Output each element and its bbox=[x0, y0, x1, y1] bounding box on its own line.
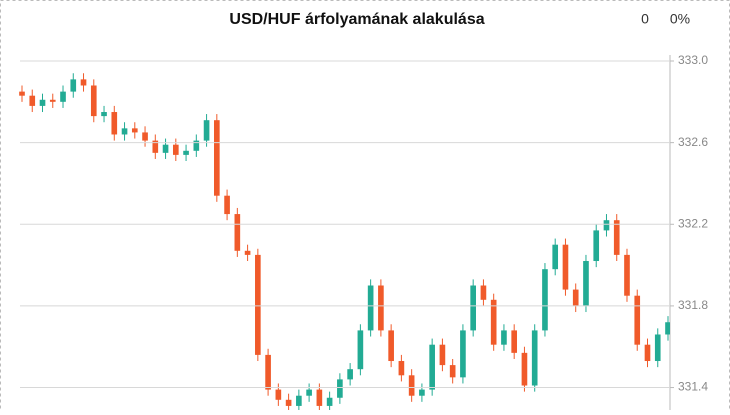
candle-body bbox=[490, 299, 497, 345]
candle-body bbox=[224, 195, 230, 215]
candle-body bbox=[101, 112, 107, 117]
candle-body bbox=[367, 285, 374, 331]
candle-body bbox=[70, 79, 77, 92]
candle-body bbox=[275, 389, 282, 400]
candle-body bbox=[572, 289, 579, 306]
candle-body bbox=[388, 330, 394, 362]
candle-body bbox=[142, 132, 148, 141]
candle-body bbox=[265, 354, 271, 390]
candle-body bbox=[326, 397, 333, 406]
candle-body bbox=[214, 120, 220, 196]
candle-body bbox=[357, 330, 364, 370]
candle-body bbox=[634, 295, 641, 345]
candle-body bbox=[80, 79, 87, 86]
candle-body bbox=[562, 244, 569, 290]
candle-body bbox=[90, 85, 97, 117]
candle-body bbox=[593, 230, 600, 262]
candle-body bbox=[306, 389, 312, 396]
y-tick-label: 331.4 bbox=[678, 380, 708, 394]
candle-body bbox=[19, 91, 25, 96]
y-tick-label: 331.8 bbox=[678, 298, 708, 312]
candle-body bbox=[285, 399, 292, 406]
candle-body bbox=[480, 285, 487, 300]
candle-body bbox=[111, 112, 118, 135]
candle-body bbox=[244, 250, 251, 255]
candle-body bbox=[172, 144, 179, 155]
candle-body bbox=[501, 330, 507, 345]
candle-body bbox=[29, 95, 36, 106]
candle-body bbox=[521, 352, 528, 386]
candle-body bbox=[316, 389, 323, 406]
candle-body bbox=[60, 91, 66, 102]
candle-body bbox=[378, 285, 384, 331]
candle-body bbox=[255, 254, 261, 355]
candle-body bbox=[131, 128, 138, 133]
candle-body bbox=[193, 140, 200, 151]
candle-body bbox=[419, 389, 425, 396]
candle-body bbox=[665, 322, 670, 335]
candle-body bbox=[429, 344, 435, 390]
candle-body bbox=[552, 244, 559, 270]
candle-body bbox=[162, 144, 169, 153]
candle-body bbox=[121, 128, 128, 135]
candle-body bbox=[439, 344, 446, 366]
candle-body bbox=[511, 330, 518, 353]
candles bbox=[19, 73, 670, 410]
candle-body bbox=[542, 269, 548, 331]
candle-body bbox=[470, 285, 476, 331]
candle-body bbox=[183, 150, 189, 155]
candle-body bbox=[654, 334, 661, 362]
candle-body bbox=[152, 140, 159, 153]
candle-body bbox=[398, 361, 405, 376]
y-tick-label: 333.0 bbox=[678, 53, 708, 67]
candle-body bbox=[408, 375, 415, 396]
y-tick-label: 332.2 bbox=[678, 216, 708, 230]
candle-body bbox=[296, 395, 302, 406]
candle-body bbox=[347, 369, 353, 380]
candle-body bbox=[460, 330, 466, 378]
candle-body bbox=[531, 330, 538, 386]
candle-body bbox=[603, 220, 610, 231]
candle-body bbox=[613, 220, 620, 255]
candle-body bbox=[203, 120, 210, 141]
candle-body bbox=[39, 99, 46, 106]
candle-body bbox=[337, 379, 343, 398]
candle-body bbox=[449, 365, 456, 378]
candle-body bbox=[49, 99, 56, 102]
candle-body bbox=[234, 214, 241, 251]
chart-title: USD/HUF árfolyamának alakulása bbox=[229, 11, 484, 28]
change: 0 bbox=[641, 11, 649, 27]
y-tick-label: 332.6 bbox=[678, 135, 708, 149]
candle-body bbox=[583, 261, 589, 306]
candle-body bbox=[624, 254, 630, 296]
candle-body bbox=[644, 344, 651, 362]
change-percent: 0% bbox=[670, 11, 690, 27]
